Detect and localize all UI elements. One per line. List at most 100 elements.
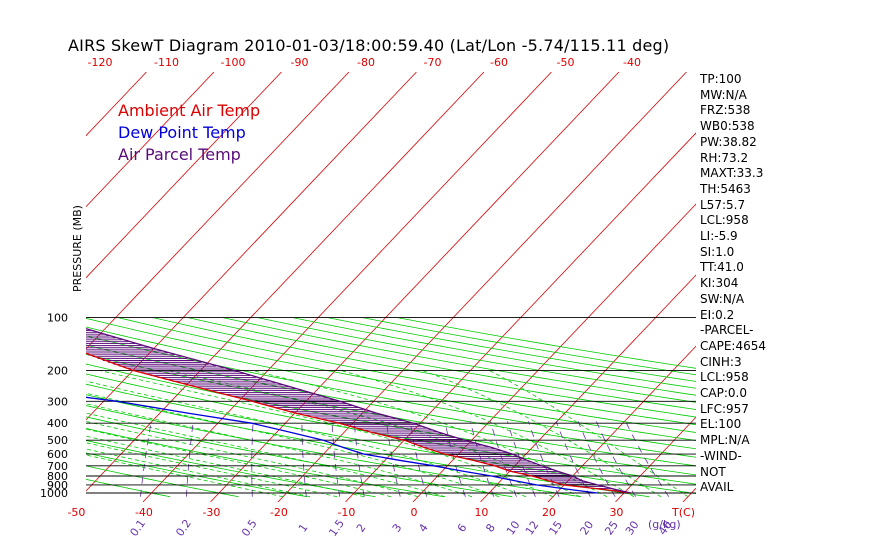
mixing-ratio-tick-label: 0.1 xyxy=(127,517,148,539)
top-temp-tick-label: -70 xyxy=(424,56,442,69)
isotherm-line xyxy=(412,203,696,502)
top-temp-tick-label: -100 xyxy=(221,56,246,69)
index-item: SI:1.0 xyxy=(700,244,735,259)
isotherm-line xyxy=(86,72,350,350)
isotherm-line xyxy=(142,72,552,502)
moist-adiabat-line xyxy=(86,421,419,498)
mixing-ratio-tick-label: 8 xyxy=(483,521,498,534)
bottom-temp-tick-label: -30 xyxy=(202,506,220,519)
index-item: KI:304 xyxy=(700,276,739,291)
moist-adiabat-line xyxy=(86,380,527,498)
dry-adiabat-line xyxy=(86,478,171,498)
parcel-temp-line xyxy=(86,327,631,494)
mixing-ratio-tick-label: 4 xyxy=(416,521,431,534)
dry-adiabat-line xyxy=(86,440,376,498)
dry-adiabat-line xyxy=(117,317,696,426)
index-item: EL:100 xyxy=(700,417,742,432)
index-item: SW:N/A xyxy=(700,291,745,306)
mixing-ratio-tick-label: 0.2 xyxy=(173,517,194,539)
dry-adiabat-line xyxy=(86,335,696,450)
index-item: FRZ:538 xyxy=(700,103,751,118)
mixing-ratio-tick-label: 20 xyxy=(578,519,597,538)
moist-adiabat-line xyxy=(99,370,554,498)
index-item: WB0:538 xyxy=(700,119,755,134)
bottom-temp-tick-label: -20 xyxy=(270,506,288,519)
dry-adiabat-line xyxy=(86,405,581,498)
pressure-tick-label: 900 xyxy=(47,479,68,492)
moist-adiabat-line xyxy=(340,370,635,498)
dry-adiabat-line xyxy=(187,317,696,410)
dry-adiabat-line xyxy=(86,317,696,433)
index-item: LI:-5.9 xyxy=(700,229,738,244)
mixing-ratio-tick-label: 2 xyxy=(354,521,369,534)
top-temp-tick-label: -80 xyxy=(357,56,375,69)
bottom-temp-tick-label: 20 xyxy=(542,506,556,519)
mixing-ratio-tick-label: 15 xyxy=(546,519,565,538)
bottom-temp-tick-label: -40 xyxy=(135,506,153,519)
mixing-ratio-tick-label: 1.5 xyxy=(326,517,347,539)
isotherms xyxy=(0,72,870,502)
moist-adiabat-line xyxy=(86,454,284,498)
index-item: LCL:958 xyxy=(700,213,749,228)
dewpoint-line xyxy=(86,396,598,494)
ambient-temp-line xyxy=(86,352,631,494)
index-item: CINH:3 xyxy=(700,354,742,369)
top-temp-tick-label: -120 xyxy=(88,56,113,69)
isotherm-line xyxy=(210,72,620,502)
dry-adiabat-line xyxy=(86,353,696,467)
isotherm-line xyxy=(480,274,696,502)
isotherm-line xyxy=(86,72,417,421)
pressure-tick-label: 400 xyxy=(47,417,68,430)
isotherm-line xyxy=(86,72,215,208)
sounding-series xyxy=(86,327,631,494)
pressure-tick-label: 500 xyxy=(47,434,68,447)
index-item: PW:38.82 xyxy=(700,134,757,149)
legend-dew-point-temp: Dew Point Temp xyxy=(118,123,246,142)
index-item: AVAIL xyxy=(700,480,734,495)
index-item: LCL:958 xyxy=(700,370,749,385)
top-temp-tick-label: -40 xyxy=(623,56,641,69)
mixing-ratio-tick-label: 25 xyxy=(602,519,621,538)
mixing-ratio-tick-label: 1 xyxy=(296,521,311,534)
mixing-ratio-line xyxy=(469,421,495,497)
mixing-ratio-tick-label: 30 xyxy=(623,519,642,538)
moist-adiabat-line xyxy=(86,412,446,498)
mixing-ratio-tick-label: 0.5 xyxy=(239,517,260,539)
index-item: MW:N/A xyxy=(700,87,747,102)
dry-adiabat-line xyxy=(257,317,696,396)
dry-adiabat-line xyxy=(86,326,696,441)
index-item: MAXT:33.3 xyxy=(700,166,764,181)
isobars xyxy=(86,317,696,494)
mixing-ratio-tick-label: 12 xyxy=(523,519,542,538)
dry-adiabat-line xyxy=(86,452,308,498)
pressure-tick-label: 100 xyxy=(47,312,68,325)
moist-adiabats xyxy=(86,370,689,498)
pressure-tick-label: 1000 xyxy=(40,487,68,500)
pressure-tick-label: 700 xyxy=(47,460,68,473)
isotherm-line xyxy=(0,72,11,502)
moist-adiabat-line xyxy=(251,370,608,498)
dry-adiabat-line xyxy=(86,416,513,498)
index-item: RH:73.2 xyxy=(700,150,749,165)
isotherm-line xyxy=(277,72,687,502)
dry-adiabat-line xyxy=(152,317,696,418)
index-item: LFC:957 xyxy=(700,401,749,416)
pressure-tick-label: 800 xyxy=(47,470,68,483)
isotherm-line xyxy=(818,72,870,502)
dry-adiabat-line xyxy=(86,383,696,495)
chart-title: AIRS SkewT Diagram 2010-01-03/18:00:59.4… xyxy=(68,36,670,55)
isotherm-line xyxy=(86,72,282,279)
mixing-ratio-unit-label: (g/kg) xyxy=(648,518,681,531)
moist-adiabat-line xyxy=(169,370,581,498)
isotherm-line xyxy=(86,72,485,492)
isotherm-line xyxy=(750,72,870,502)
isotherm-line xyxy=(547,345,696,502)
mixing-ratio-tick-label: 3 xyxy=(390,521,405,534)
legend-air-parcel-temp: Air Parcel Temp xyxy=(118,145,241,164)
index-item: CAP:0.0 xyxy=(700,386,747,401)
moist-adiabat-line xyxy=(86,403,473,498)
index-item: TH:5463 xyxy=(700,181,751,196)
pressure-tick-label: 300 xyxy=(47,395,68,408)
